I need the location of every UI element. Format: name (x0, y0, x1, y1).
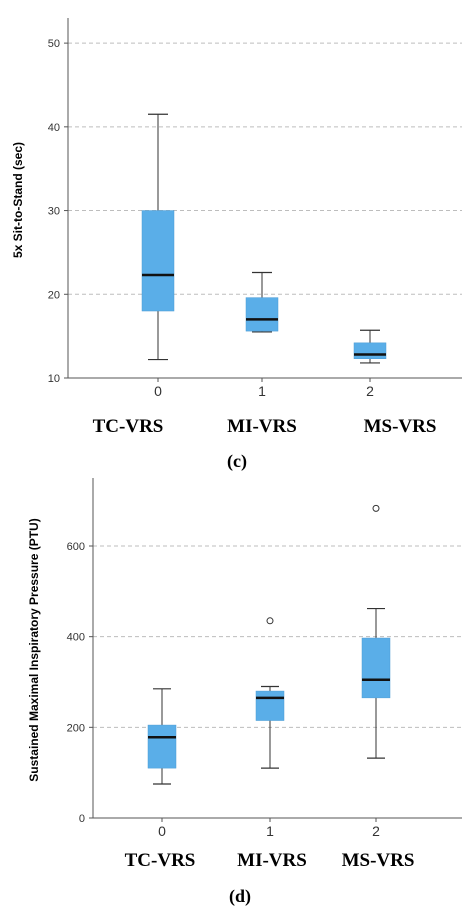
panel-c-y-axis-label: 5x Sit-to-Stand (sec) (11, 142, 25, 258)
box-iqr-1 (255, 690, 285, 721)
panel-d: 0 200 400 600 0 1 2 Sustained Maximal Inspira… (27, 478, 462, 907)
outlier-2-0 (372, 504, 380, 512)
y-tick-label-600: 600 (67, 541, 85, 553)
panel-d-gridlines (93, 545, 462, 728)
x-tick-label-1: 1 (258, 383, 266, 399)
panel-d-label: (d) (229, 886, 251, 907)
panel-d-group-label-tc-vrs: TC-VRS (125, 850, 196, 871)
panel-d-y-axis-label: Sustained Maximal Inspiratory Pressure (… (27, 518, 41, 781)
panel-c-group-label-tc-vrs: TC-VRS (93, 416, 164, 437)
y-tick-label-50: 50 (48, 38, 60, 50)
panel-c-x-tick-labels: 0 1 2 (154, 378, 374, 399)
y-tick-label-40: 40 (48, 122, 60, 134)
box-group-2 (353, 329, 387, 364)
x-tick-label-2: 2 (372, 823, 380, 839)
box-iqr-2 (361, 637, 391, 699)
box-iqr-1 (245, 297, 279, 332)
y-tick-label-30: 30 (48, 206, 60, 218)
panel-d-group-label-mi-vrs: MI-VRS (237, 850, 307, 871)
panel-d-group-label-ms-vrs: MS-VRS (342, 850, 415, 871)
x-tick-label-0: 0 (154, 383, 162, 399)
y-tick-label-400: 400 (67, 632, 85, 644)
outlier-1-0 (266, 617, 274, 625)
box-group-2 (361, 504, 391, 759)
panel-c-boxes (141, 113, 387, 364)
box-iqr-0 (147, 724, 177, 769)
panel-c-label: (c) (227, 451, 247, 472)
x-tick-label-1: 1 (266, 823, 274, 839)
box-iqr-0 (141, 210, 175, 312)
y-tick-label-10: 10 (48, 373, 60, 385)
box-group-0 (147, 688, 177, 785)
y-tick-label-20: 20 (48, 289, 60, 301)
panel-c-group-label-ms-vrs: MS-VRS (364, 416, 437, 437)
panel-c: 10 20 30 40 50 0 1 2 5x Sit-to-Stand (sec) TC-… (11, 18, 462, 472)
panel-c-group-label-mi-vrs: MI-VRS (227, 416, 297, 437)
panel-c-y-tick-labels: 10 20 30 40 50 (48, 38, 68, 385)
panel-d-x-tick-labels: 0 1 2 (158, 818, 380, 839)
panel-d-boxes (147, 504, 391, 785)
panel-d-y-tick-labels: 0 200 400 600 (67, 541, 93, 825)
panel-c-gridlines (68, 42, 462, 295)
y-tick-label-0: 0 (79, 813, 85, 825)
box-group-1 (255, 617, 285, 769)
box-iqr-2 (353, 342, 387, 359)
x-tick-label-0: 0 (158, 823, 166, 839)
x-tick-label-2: 2 (366, 383, 374, 399)
box-group-1 (245, 271, 279, 333)
y-tick-label-200: 200 (67, 722, 85, 734)
box-group-0 (141, 113, 175, 361)
